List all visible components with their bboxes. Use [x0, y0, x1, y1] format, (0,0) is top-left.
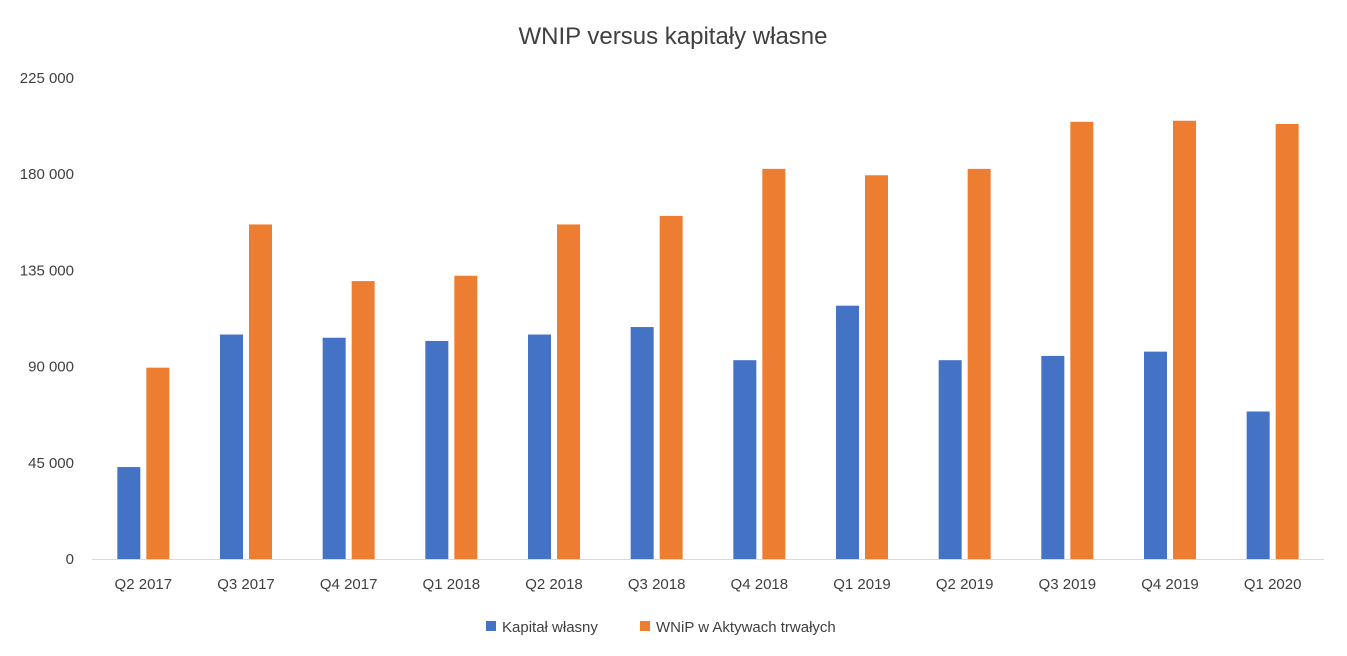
- x-tick-label: Q3 2017: [217, 576, 275, 593]
- bar-series-2-q3-2019: [1070, 121, 1094, 559]
- bar-series-2-q4-2019: [1173, 120, 1196, 559]
- x-tick-label: Q2 2017: [115, 576, 173, 593]
- bar-series-1-q3-2017: [220, 334, 243, 559]
- bar-series-2-q2-2017: [146, 367, 170, 559]
- chart-title: WNIP versus kapitały własne: [519, 23, 828, 50]
- bar-series-2-q2-2018: [557, 224, 580, 559]
- bar-series-1-q2-2017: [117, 467, 141, 559]
- y-tick-label: 135 000: [20, 262, 74, 279]
- x-axis: Q2 2017 Q3 2017 Q4 2017 Q1 2018 Q2 2018 Q3 20…: [115, 576, 1302, 593]
- bar-series-2-q2-2019: [967, 168, 991, 559]
- bar-series-2-q4-2017: [351, 281, 375, 559]
- legend-swatch-series-1: [486, 621, 496, 631]
- bar-series-2-q1-2019: [865, 175, 888, 559]
- bar-series-1-q1-2020: [1246, 411, 1270, 559]
- y-tick-label: 180 000: [20, 166, 74, 183]
- x-tick-label: Q3 2019: [1039, 576, 1097, 593]
- bar-series-1-q1-2019: [836, 305, 859, 559]
- bar-series-2-q3-2018: [659, 215, 683, 560]
- bar-series-1-q2-2018: [528, 334, 551, 559]
- legend: Kapitał własny WNiP w Aktywach trwałych: [486, 619, 836, 636]
- bar-series-1-q3-2019: [1041, 355, 1065, 559]
- y-tick-label: 45 000: [28, 455, 74, 472]
- bar-series-2-q1-2018: [454, 275, 478, 559]
- x-tick-label: Q2 2019: [936, 576, 994, 593]
- bar-series-2-q4-2018: [762, 168, 786, 559]
- bar-series-1-q4-2019: [1144, 351, 1167, 559]
- bar-series-1-q3-2018: [630, 327, 654, 559]
- x-tick-label: Q4 2018: [731, 576, 789, 593]
- bar-series-1-q4-2017: [322, 337, 346, 559]
- legend-swatch-series-2: [640, 621, 650, 631]
- x-tick-label: Q1 2018: [423, 576, 481, 593]
- y-axis: 0 45 000 90 000 135 000 180 000 225 000: [20, 70, 74, 568]
- bar-series-1-q2-2019: [938, 360, 962, 559]
- x-tick-label: Q4 2019: [1141, 576, 1199, 593]
- bar-series-2-q1-2020: [1275, 123, 1299, 559]
- legend-label-series-2: WNiP w Aktywach trwałych: [656, 619, 836, 636]
- bar-series-1-q4-2018: [733, 360, 757, 559]
- x-tick-label: Q2 2018: [525, 576, 583, 593]
- bar-series-1-q1-2018: [425, 340, 449, 559]
- y-tick-label: 90 000: [28, 359, 74, 376]
- x-tick-label: Q1 2019: [833, 576, 891, 593]
- x-tick-label: Q1 2020: [1244, 576, 1302, 593]
- x-tick-label: Q4 2017: [320, 576, 378, 593]
- y-tick-label: 225 000: [20, 70, 74, 87]
- bar-series-2-q3-2017: [249, 224, 272, 559]
- y-tick-label: 0: [66, 551, 74, 568]
- bar-series: [117, 120, 1299, 560]
- legend-label-series-1: Kapitał własny: [502, 619, 598, 636]
- x-tick-label: Q3 2018: [628, 576, 686, 593]
